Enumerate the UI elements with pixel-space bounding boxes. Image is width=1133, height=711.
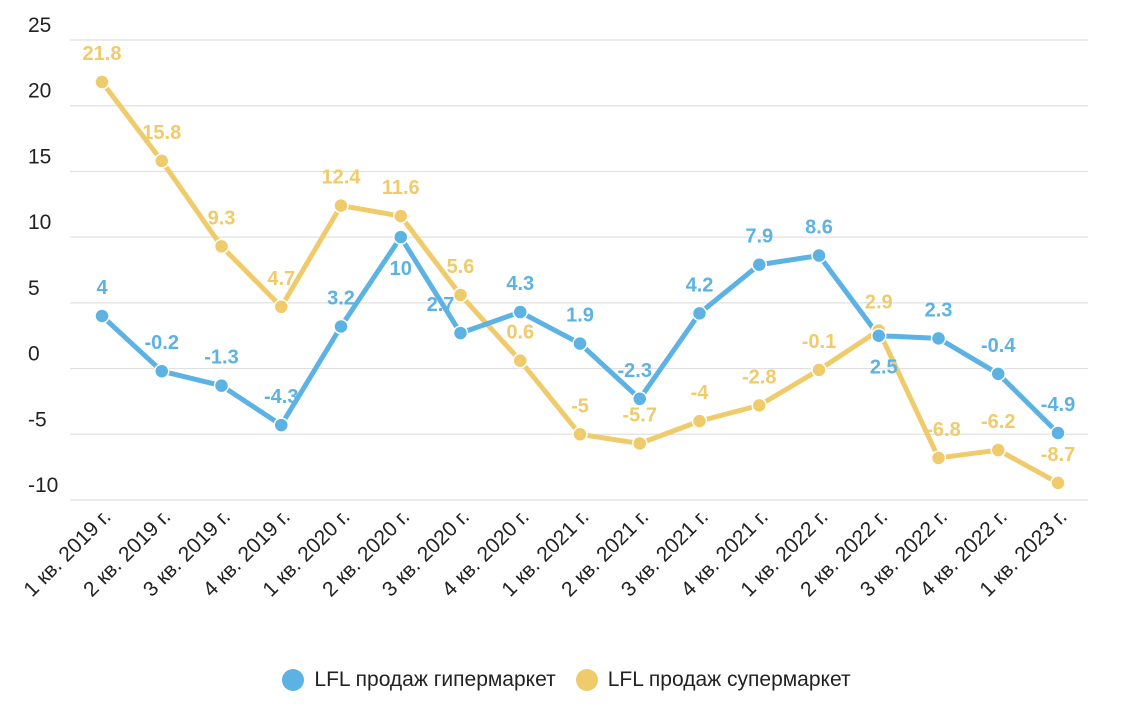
data-label-hypermarket: -0.2 [145, 332, 179, 354]
data-label-hypermarket: 2.5 [870, 357, 898, 379]
point-supermarket [213, 238, 230, 255]
point-supermarket [512, 352, 528, 369]
data-label-hypermarket: 4.3 [506, 273, 534, 295]
data-label-hypermarket: 1.9 [566, 305, 594, 327]
data-label-supermarket: 21.8 [83, 43, 122, 65]
data-label-supermarket: 4.7 [267, 268, 295, 290]
point-supermarket [273, 299, 289, 315]
legend-label-supermarket: LFL продаж супермаркет [607, 668, 851, 691]
legend-swatch-supermarket [575, 669, 598, 691]
point-hypermarket [213, 377, 230, 394]
line-chart: 25 20 15 10 5 0 -5 -10 1 кв. 2019 г.2 кв. 2019 … [19, 14, 1088, 601]
legend-swatch-hypermarket [282, 669, 305, 691]
point-hypermarket [751, 256, 767, 273]
point-hypermarket [94, 308, 110, 324]
y-tick-label: -5 [28, 408, 47, 431]
data-label-supermarket: 12.4 [322, 167, 362, 189]
point-hypermarket [930, 330, 947, 347]
y-tick-label: 25 [28, 14, 51, 37]
point-supermarket [154, 153, 170, 169]
data-label-supermarket: 15.8 [142, 122, 181, 144]
point-hypermarket [273, 417, 289, 433]
y-tick-label: 20 [28, 80, 51, 103]
data-label-hypermarket: 4 [96, 277, 108, 299]
legend: LFL продаж гипермаркет LFL продаж суперм… [0, 668, 1133, 692]
data-label-hypermarket: 8.6 [805, 217, 833, 239]
data-label-hypermarket: 10 [390, 258, 412, 280]
series-points [94, 74, 1066, 491]
series-lines [100, 80, 1060, 486]
data-label-supermarket: -4 [691, 382, 710, 404]
data-label-supermarket: 11.6 [382, 177, 420, 199]
point-supermarket [1050, 475, 1066, 491]
series-line-supermarket [100, 80, 1060, 486]
point-hypermarket [154, 363, 170, 379]
point-supermarket [751, 397, 767, 414]
point-hypermarket [572, 335, 588, 352]
data-label-supermarket: -8.7 [1041, 444, 1075, 466]
x-axis-ticks: 1 кв. 2019 г.2 кв. 2019 г.3 кв. 2019 г.4… [19, 505, 1071, 601]
point-hypermarket [452, 325, 469, 341]
data-label-supermarket: -6.8 [926, 419, 960, 441]
point-supermarket [990, 442, 1006, 458]
point-supermarket [811, 362, 827, 378]
point-hypermarket [393, 229, 409, 245]
y-tick-label: 15 [28, 145, 51, 168]
y-tick-label: 0 [28, 343, 40, 366]
legend-label-hypermarket: LFL продаж гипермаркет [314, 668, 556, 691]
point-supermarket [452, 287, 469, 303]
data-label-supermarket: -5 [571, 395, 589, 417]
legend-item-hypermarket[interactable]: LFL продаж гипермаркет [282, 668, 556, 692]
data-label-supermarket: -2.8 [742, 366, 776, 388]
point-supermarket [632, 435, 648, 452]
data-label-hypermarket: 2.3 [925, 299, 953, 321]
y-axis-ticks: 25 20 15 10 5 0 -5 -10 [28, 14, 58, 497]
point-hypermarket [1050, 425, 1066, 441]
point-supermarket [333, 197, 349, 214]
point-hypermarket [990, 366, 1006, 382]
data-label-hypermarket: -4.9 [1041, 394, 1075, 416]
grid-lines [70, 39, 1088, 501]
point-supermarket [94, 74, 110, 90]
y-tick-label: 10 [28, 211, 51, 234]
point-hypermarket [691, 305, 708, 322]
data-label-supermarket: 2.9 [865, 291, 893, 313]
data-label-supermarket: 9.3 [208, 207, 236, 229]
data-label-hypermarket: 2.7 [427, 294, 455, 316]
point-supermarket [691, 413, 708, 429]
data-label-supermarket: 5.6 [447, 256, 475, 278]
data-label-supermarket: -0.1 [802, 331, 836, 353]
data-labels: 4 -0.2 -1.3 -4.3 3.2 10 2.7 4.3 1.9 -2.3 4.2 7.9 8.6… [83, 43, 1076, 466]
data-label-hypermarket: -1.3 [204, 347, 238, 369]
data-label-hypermarket: 7.9 [745, 226, 773, 248]
data-label-hypermarket: -2.3 [618, 360, 652, 382]
point-hypermarket [632, 391, 648, 407]
point-hypermarket [871, 327, 887, 344]
data-label-supermarket: -5.7 [623, 404, 657, 426]
point-supermarket [572, 426, 588, 443]
point-supermarket [930, 450, 947, 466]
data-label-hypermarket: -4.3 [264, 386, 298, 408]
y-tick-label: 5 [28, 277, 40, 300]
data-label-supermarket: 0.6 [506, 322, 534, 344]
point-hypermarket [512, 304, 528, 320]
data-label-hypermarket: -0.4 [981, 335, 1016, 357]
data-label-hypermarket: 4.2 [686, 274, 714, 296]
point-supermarket [393, 208, 409, 224]
point-hypermarket [811, 247, 827, 264]
y-tick-label: -10 [28, 474, 58, 497]
legend-item-supermarket[interactable]: LFL продаж супермаркет [575, 668, 851, 692]
data-label-hypermarket: 3.2 [327, 288, 355, 310]
data-label-supermarket: -6.2 [981, 411, 1015, 433]
point-hypermarket [333, 318, 349, 335]
